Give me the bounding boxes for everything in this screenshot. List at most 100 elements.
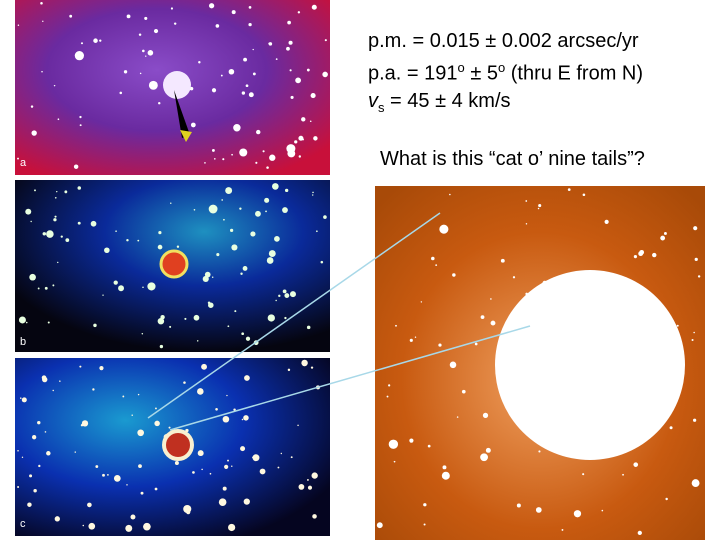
- star: [289, 291, 296, 298]
- star: [241, 418, 244, 421]
- star: [231, 153, 233, 156]
- star: [284, 188, 289, 193]
- star: [29, 273, 36, 281]
- panel-label: a: [20, 157, 27, 169]
- star: [278, 294, 281, 298]
- star: [490, 320, 496, 326]
- star: [638, 251, 644, 257]
- star: [311, 4, 317, 10]
- star: [313, 136, 318, 141]
- star: [147, 282, 156, 291]
- star: [80, 42, 84, 45]
- text: v: [368, 90, 378, 112]
- star: [414, 336, 417, 338]
- star: [442, 465, 447, 470]
- star: [222, 415, 230, 423]
- star: [427, 444, 431, 448]
- star: [107, 473, 109, 476]
- star: [388, 439, 399, 449]
- star: [480, 453, 488, 462]
- star: [490, 298, 492, 300]
- star: [224, 464, 229, 470]
- star: [268, 250, 276, 257]
- star: [201, 468, 203, 471]
- star: [222, 158, 225, 161]
- star: [480, 315, 485, 319]
- star: [69, 14, 73, 18]
- panel-label: c: [20, 518, 26, 530]
- star: [57, 261, 59, 264]
- star: [54, 196, 57, 199]
- star: [310, 93, 316, 99]
- star: [99, 366, 104, 371]
- star: [485, 447, 491, 453]
- star: [126, 484, 128, 486]
- star: [452, 273, 456, 277]
- star: [56, 190, 58, 193]
- star: [691, 479, 700, 488]
- superscript: o: [457, 60, 465, 75]
- star: [90, 220, 97, 227]
- star: [30, 105, 34, 108]
- star: [122, 395, 125, 398]
- star: [220, 74, 223, 77]
- star: [158, 101, 161, 105]
- star: [637, 530, 642, 536]
- star: [240, 272, 243, 275]
- star: [269, 154, 276, 161]
- star: [222, 486, 227, 491]
- star: [138, 464, 142, 469]
- star: [38, 464, 41, 468]
- text-line: vs = 45 ± 4 km/s: [368, 90, 511, 115]
- star: [297, 424, 299, 427]
- stars: [17, 1, 701, 536]
- star: [37, 420, 41, 425]
- star: [241, 332, 245, 336]
- star: [267, 314, 275, 322]
- star: [438, 343, 442, 347]
- star: [320, 260, 324, 264]
- star: [266, 257, 274, 264]
- star: [174, 461, 179, 466]
- star: [93, 323, 97, 328]
- star: [41, 375, 47, 380]
- star: [144, 16, 148, 21]
- star: [298, 135, 304, 141]
- star: [65, 238, 70, 242]
- star: [130, 514, 136, 520]
- star: [17, 485, 20, 488]
- star: [245, 336, 251, 341]
- star: [286, 46, 290, 51]
- star: [302, 362, 306, 367]
- star: [227, 459, 229, 462]
- star: [52, 389, 54, 392]
- star: [225, 187, 233, 195]
- star: [561, 528, 564, 531]
- star: [582, 473, 585, 476]
- star: [255, 161, 258, 164]
- star: [409, 438, 414, 443]
- star: [239, 207, 242, 210]
- star: [198, 61, 201, 64]
- star: [126, 14, 131, 19]
- star: [183, 381, 186, 384]
- star: [226, 394, 228, 397]
- star: [60, 235, 63, 238]
- star: [27, 502, 32, 507]
- star: [622, 473, 624, 476]
- star: [155, 407, 157, 410]
- arrow-head: [180, 130, 192, 142]
- star: [388, 384, 391, 387]
- nebula-c: [162, 429, 194, 461]
- star: [52, 284, 55, 287]
- star: [154, 487, 158, 491]
- star: [286, 144, 296, 154]
- star: [148, 80, 158, 90]
- star: [168, 426, 171, 429]
- star: [29, 474, 33, 478]
- star: [87, 502, 92, 508]
- star: [287, 368, 291, 372]
- star: [140, 491, 144, 495]
